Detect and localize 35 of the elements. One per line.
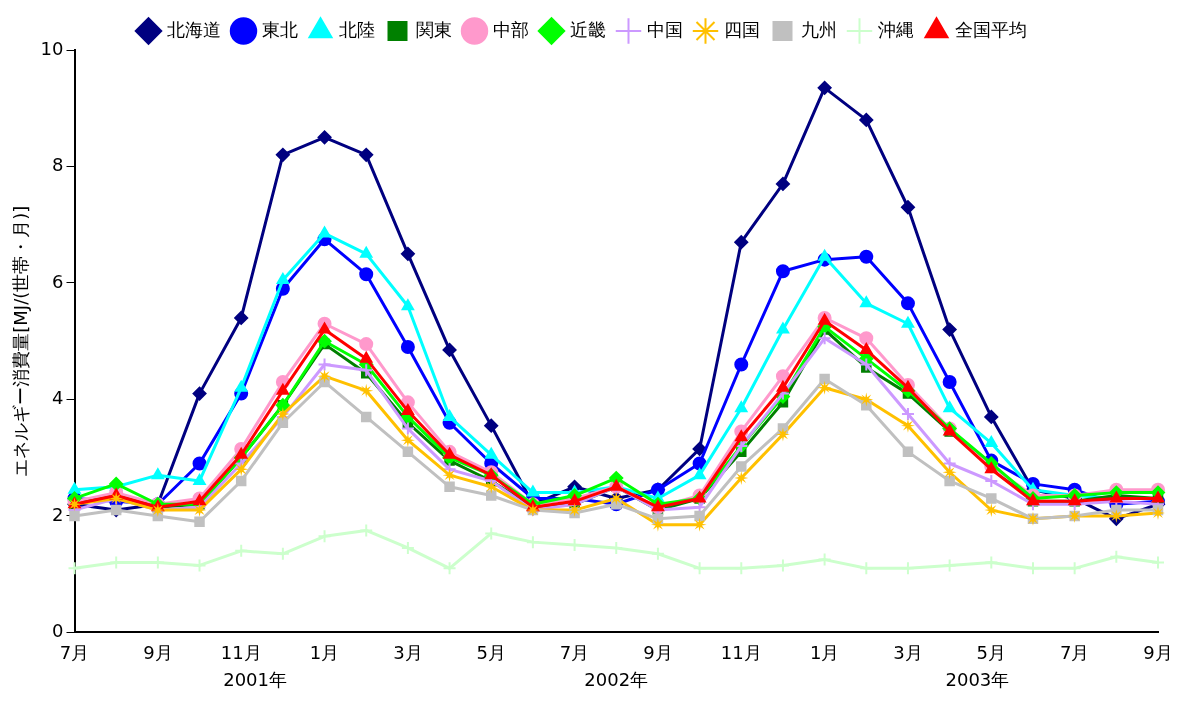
y-tick-label: 2 (52, 503, 64, 525)
text: 2003年 (945, 668, 1010, 690)
x-tick-label: 1月 (809, 641, 840, 663)
legend-label: 九州 (800, 18, 837, 40)
legend-label: 北陸 (338, 18, 375, 40)
y-axis-title: エネルギー消費量[MJ/(世帯・月)] (10, 205, 32, 477)
text: 2001年 (223, 668, 287, 690)
x-tick-label: 11月 (720, 641, 762, 663)
y-tick-label: 4 (52, 387, 64, 409)
x-tick-label: 1月 (309, 641, 340, 663)
legend-label: 沖縄 (877, 18, 914, 40)
legend-label: 関東 (415, 18, 452, 40)
y-tick-label: 10 (40, 37, 64, 59)
legend-label: 中国 (646, 18, 683, 40)
x-tick-label: 7月 (1059, 641, 1090, 663)
x-tick-label: 5月 (476, 641, 506, 663)
x-tick-label: 7月 (59, 641, 90, 663)
legend-label: 全国平均 (954, 18, 1027, 40)
y-tick-label: 0 (52, 620, 64, 642)
x-tick-label: 9月 (1143, 641, 1173, 663)
legend-label: 四国 (723, 18, 760, 40)
legend-label: 北海道 (166, 18, 221, 40)
x-tick-label: 3月 (393, 641, 423, 663)
x-tick-label: 11月 (220, 641, 262, 663)
x-tick-label: 9月 (643, 641, 673, 663)
legend-label: 東北 (261, 18, 298, 40)
x-tick-label: 5月 (976, 641, 1007, 663)
text: 2002年 (584, 668, 649, 690)
x-tick-label: 7月 (559, 641, 590, 663)
x-tick-label: 9月 (143, 641, 173, 663)
legend-label: 中部 (492, 18, 529, 40)
legend-label: 近畿 (569, 18, 606, 40)
y-tick-label: 6 (52, 270, 64, 292)
x-tick-label: 3月 (893, 641, 923, 663)
y-tick-label: 8 (52, 154, 64, 176)
